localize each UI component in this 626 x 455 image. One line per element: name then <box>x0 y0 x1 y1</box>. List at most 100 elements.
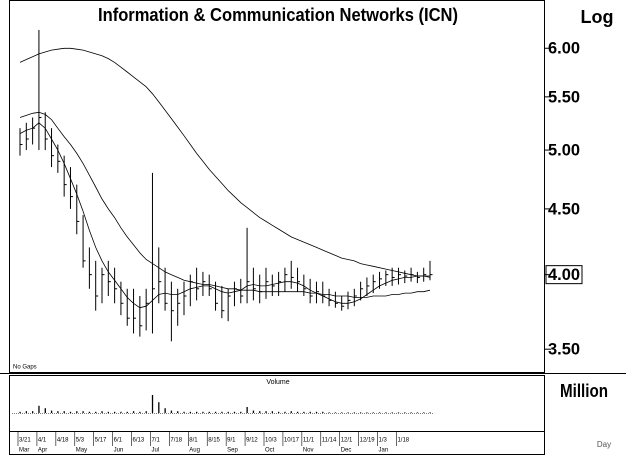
x-tick-label: 7/18 <box>170 438 182 444</box>
volume-bar <box>196 411 198 413</box>
volume-bar <box>25 411 28 413</box>
month-label: Apr <box>38 448 47 454</box>
volume-bar <box>82 411 84 413</box>
x-tick-label: 9/1 <box>227 438 236 444</box>
volume-bar <box>101 411 103 413</box>
y-tick-label: 3.50 <box>548 340 580 359</box>
x-tick-label: 4/1 <box>38 438 47 444</box>
volume-bar <box>391 412 393 413</box>
month-label: Nov <box>303 448 314 454</box>
volume-bar <box>309 411 311 413</box>
volume-bar <box>120 411 122 413</box>
x-tick-label: 5/17 <box>95 438 107 444</box>
chart-title: Information & Communication Networks (IC… <box>98 5 458 25</box>
volume-bar <box>76 411 78 413</box>
volume-bar <box>177 411 179 413</box>
volume-bar <box>88 411 91 413</box>
volume-bar <box>233 411 236 413</box>
last-price-box <box>545 265 583 285</box>
x-tick-label: 10/17 <box>284 438 300 444</box>
y-tick-label: 5.50 <box>548 87 580 106</box>
x-tick-label: 1/3 <box>379 438 388 444</box>
volume-bar <box>290 411 292 413</box>
x-axis-label: Day <box>597 440 611 449</box>
volume-bar <box>114 411 116 413</box>
price-panel-frame <box>9 0 545 373</box>
moving-average <box>19 122 430 309</box>
volume-bar <box>303 411 305 413</box>
month-label: Jan <box>379 448 389 454</box>
volume-bar <box>353 412 356 413</box>
volume-bar <box>315 411 318 413</box>
month-label: Dec <box>341 448 352 454</box>
x-tick-label: 10/3 <box>265 438 277 444</box>
month-label: Jun <box>114 448 124 454</box>
y-tick-label: 4.00 <box>548 265 580 284</box>
x-tick-label: 7/1 <box>151 438 160 444</box>
volume-bar <box>126 411 128 413</box>
volume-bar <box>240 411 242 413</box>
volume-bar <box>341 412 343 413</box>
volume-bar <box>429 412 431 413</box>
x-tick-label: 3/21 <box>19 438 31 444</box>
volume-bar <box>423 412 425 413</box>
moving-average <box>19 47 431 278</box>
volume-title: Volume <box>266 379 289 386</box>
volume-bar <box>271 411 274 413</box>
volume-unit: Million <box>560 381 608 401</box>
scale-label: Log <box>581 7 614 27</box>
volume-bar <box>139 411 141 413</box>
x-tick-label: 8/1 <box>189 438 198 444</box>
month-label: Jul <box>151 448 159 454</box>
volume-bar <box>151 395 154 413</box>
note: No Gaps <box>13 365 37 371</box>
volume-bar <box>378 412 381 413</box>
volume-bar <box>366 412 368 413</box>
volume-bar <box>132 411 135 413</box>
volume-bar <box>158 402 160 413</box>
volume-bar <box>221 411 223 413</box>
volume-bar <box>189 411 192 413</box>
volume-bar <box>397 412 400 413</box>
x-tick-label: 4/18 <box>57 438 69 444</box>
volume-bar <box>404 412 406 413</box>
month-label: Mar <box>19 448 29 454</box>
volume-bar <box>322 411 324 413</box>
y-tick-label: 4.50 <box>548 199 580 218</box>
x-tick-label: 5/3 <box>76 438 85 444</box>
volume-bar <box>202 411 204 413</box>
volume-bar <box>227 411 229 413</box>
volume-bar <box>360 412 362 413</box>
date-axis-frame <box>9 431 545 455</box>
x-tick-label: 1/18 <box>397 438 409 444</box>
x-tick-label: 12/19 <box>360 438 376 444</box>
volume-bar <box>57 411 59 413</box>
volume-bar <box>208 411 210 413</box>
volume-bar <box>385 412 387 413</box>
volume-bar <box>32 411 34 413</box>
volume-bar <box>38 405 40 413</box>
volume-bar <box>416 412 419 413</box>
volume-bar <box>278 411 280 413</box>
volume-bar <box>334 412 337 413</box>
volume-bar <box>410 412 412 413</box>
volume-bar <box>259 411 261 413</box>
x-tick-label: 12/1 <box>341 438 353 444</box>
month-label: Sep <box>227 448 238 454</box>
volume-bar <box>50 410 53 413</box>
volume-bar <box>145 411 147 413</box>
month-label: May <box>76 448 87 454</box>
volume-bar <box>347 412 349 413</box>
x-tick-label: 11/1 <box>303 438 315 444</box>
volume-bar <box>284 411 286 413</box>
volume-bar <box>214 411 217 413</box>
volume-bar <box>183 411 185 413</box>
volume-bar <box>296 411 299 413</box>
x-tick-label: 6/1 <box>114 438 123 444</box>
month-label: Oct <box>265 448 275 454</box>
y-tick-label: 6.00 <box>548 39 580 58</box>
volume-bar <box>69 411 72 413</box>
volume-bar <box>63 411 65 413</box>
